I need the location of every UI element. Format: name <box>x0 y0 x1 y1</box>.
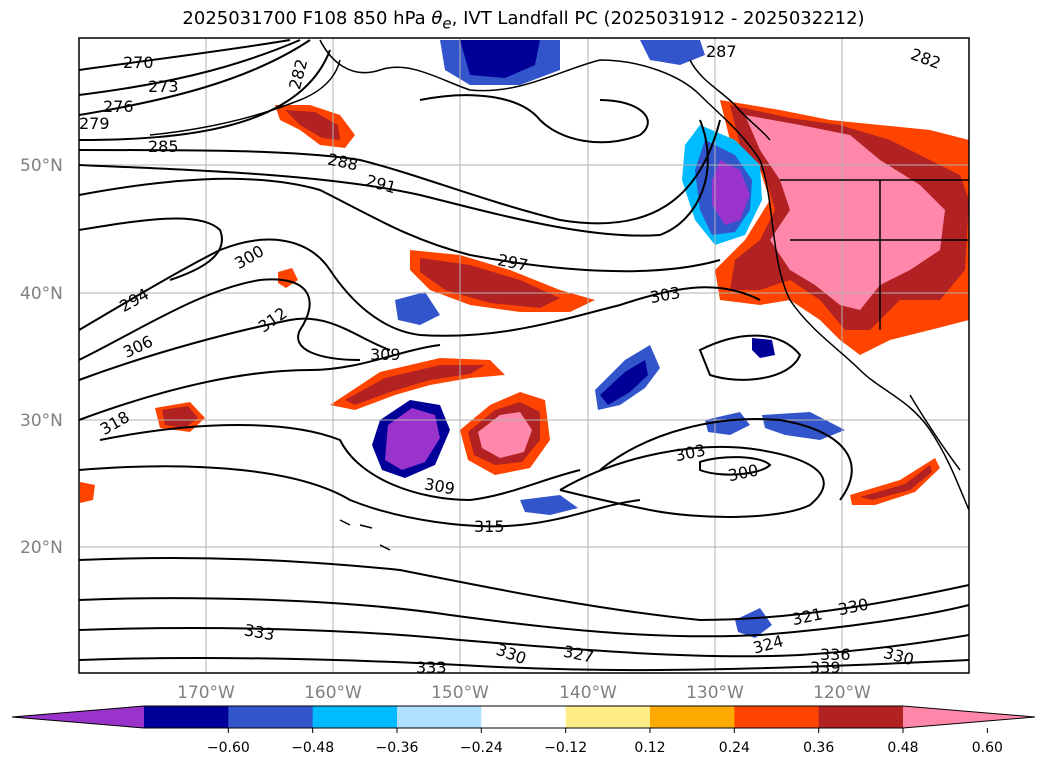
lon-label-120w: 120°W <box>813 683 871 703</box>
colorbar-tick-label: −0.12 <box>544 740 587 756</box>
colorbar-segment <box>481 706 567 728</box>
latitude-labels: 50°N 40°N 30°N 20°N <box>20 156 63 558</box>
coastlines <box>149 39 969 551</box>
colorbar-segment <box>650 706 735 728</box>
title-theta-symbol: θ <box>431 8 443 29</box>
contour-label: 287 <box>706 42 737 61</box>
title-theta-subscript: e <box>442 14 452 33</box>
lat-label-30n: 30°N <box>20 411 63 431</box>
colorbar-extend-low <box>12 706 144 728</box>
colorbar-segment <box>312 706 398 728</box>
lon-label-160w: 160°W <box>304 683 362 703</box>
lat-label-40n: 40°N <box>20 284 63 304</box>
colorbar-segment <box>565 706 651 728</box>
contour-label: 315 <box>474 517 505 536</box>
colorbar-tick-label: −0.24 <box>460 740 503 756</box>
colorbar-segment <box>144 706 229 728</box>
contour-label: 309 <box>370 345 401 364</box>
lat-label-50n: 50°N <box>20 156 63 176</box>
colorbar-tick-label: −0.48 <box>291 740 334 756</box>
title-suffix: , IVT Landfall PC (2025031912 - 20250322… <box>451 8 865 29</box>
colorbar-segment <box>397 706 482 728</box>
colorbar-segment <box>734 706 820 728</box>
ivt-shading <box>80 40 969 638</box>
longitude-labels: 170°W 160°W 150°W 140°W 130°W 120°W <box>177 683 871 703</box>
lon-label-170w: 170°W <box>177 683 235 703</box>
colorbar-outline <box>11 705 1036 729</box>
lon-label-130w: 130°W <box>686 683 744 703</box>
lon-label-150w: 150°W <box>431 683 489 703</box>
colorbar-tick-label: 0.48 <box>887 740 918 756</box>
map-title: 2025031700 F108 850 hPa θe, IVT Landfall… <box>0 8 1047 33</box>
contour-label: 285 <box>148 137 179 156</box>
map-plot-area: 270 273 276 279 282 285 288 291 294 297 … <box>79 38 969 677</box>
lon-label-140w: 140°W <box>559 683 617 703</box>
contour-label: 333 <box>416 658 447 677</box>
colorbar-extend-high <box>903 706 1035 728</box>
contour-label: 273 <box>148 77 179 96</box>
theta-e-contours <box>79 39 969 672</box>
colorbar-tick-label: 0.12 <box>634 740 665 756</box>
colorbar-segment <box>228 706 314 728</box>
colorbar-tick-label: 0.24 <box>719 740 750 756</box>
lat-label-20n: 20°N <box>20 538 63 558</box>
colorbar: −0.60 −0.48 −0.36 −0.24 −0.12 0.12 0.24 0.36 0.4… <box>11 705 1036 756</box>
contour-label: 336 <box>820 645 851 664</box>
contour-label: 276 <box>103 97 134 116</box>
colorbar-tick-label: 0.60 <box>972 740 1003 756</box>
map-gridlines <box>79 38 969 673</box>
contour-label: 279 <box>79 114 110 133</box>
colorbar-tick-label: 0.36 <box>803 740 834 756</box>
contour-label: 339 <box>810 658 841 677</box>
map-frame <box>78 37 970 674</box>
colorbar-segment <box>818 706 904 728</box>
title-prefix: 2025031700 F108 850 hPa <box>182 8 432 29</box>
colorbar-tick-label: −0.60 <box>207 740 250 756</box>
colorbar-tick-label: −0.36 <box>376 740 419 756</box>
contour-label: 270 <box>123 53 154 72</box>
